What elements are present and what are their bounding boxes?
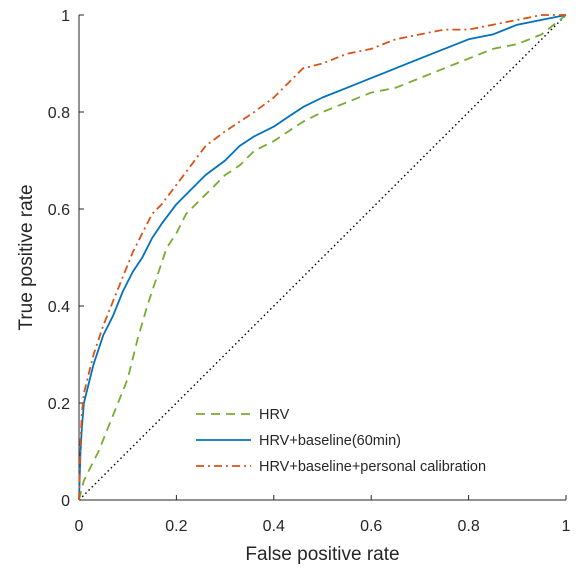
series-line-3 bbox=[78, 14, 566, 501]
x-tick-label: 0.6 bbox=[360, 518, 382, 535]
y-tick-label: 0 bbox=[61, 493, 70, 510]
x-tick-label: 0 bbox=[75, 518, 84, 535]
x-axis-title: False positive rate bbox=[245, 544, 399, 565]
x-tick-label: 0.2 bbox=[165, 518, 187, 535]
legend-label-3: HRV+baseline+personal calibration bbox=[259, 459, 486, 475]
legend-label-2: HRV+baseline(60min) bbox=[259, 433, 401, 449]
legend-label-1: HRV bbox=[259, 407, 290, 423]
series-layer bbox=[78, 14, 567, 501]
legend: HRV HRV+baseline(60min) HRV+baseline+perso… bbox=[196, 407, 486, 475]
series-line-1 bbox=[78, 14, 567, 501]
x-tick-label: 0.4 bbox=[263, 518, 285, 535]
y-tick-label: 0.8 bbox=[48, 105, 70, 122]
y-tick-label: 0.2 bbox=[48, 396, 70, 413]
x-tick-label: 1 bbox=[562, 518, 571, 535]
series-line-2 bbox=[78, 14, 567, 501]
y-axis-title: True positive rate bbox=[16, 184, 37, 330]
y-tick-label: 1 bbox=[61, 8, 70, 25]
y-tick-label: 0.6 bbox=[48, 202, 70, 219]
axes: 0 0.2 0.4 0.6 0.8 1 0 0.2 0.4 0.6 0.8 1 bbox=[48, 8, 571, 535]
y-tick-label: 0.4 bbox=[48, 299, 70, 316]
x-tick-label: 0.8 bbox=[457, 518, 479, 535]
chance-diagonal-line bbox=[78, 14, 567, 501]
